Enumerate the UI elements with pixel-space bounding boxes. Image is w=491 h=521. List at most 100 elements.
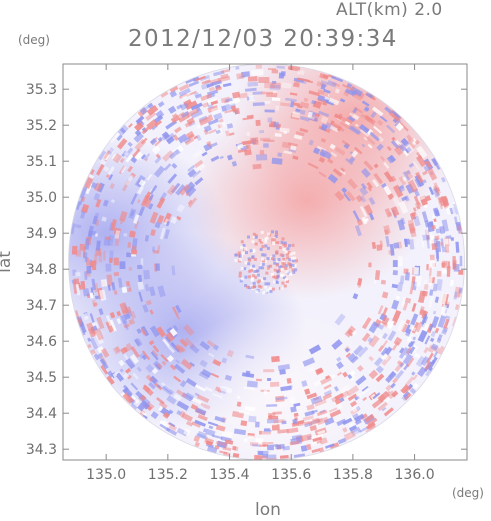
speckle	[195, 124, 201, 130]
center-speckle	[252, 235, 256, 239]
speckle	[110, 199, 115, 204]
center-speckle	[264, 289, 268, 293]
speckle	[266, 454, 277, 459]
speckle	[115, 372, 125, 382]
speckle	[205, 428, 216, 437]
speckle	[105, 173, 111, 179]
speckle	[196, 432, 208, 440]
speckle	[339, 98, 346, 103]
speckle	[412, 382, 419, 389]
speckle	[389, 243, 395, 256]
speckle	[405, 269, 409, 274]
speckle	[246, 144, 251, 150]
speckle	[365, 424, 377, 433]
speckle	[366, 417, 378, 427]
speckle	[334, 190, 345, 202]
speckle	[314, 113, 320, 118]
center-speckle	[263, 253, 267, 257]
speckle	[259, 441, 269, 445]
speckle	[193, 435, 201, 443]
speckle	[168, 422, 176, 428]
speckle	[434, 235, 440, 241]
speckle	[103, 250, 106, 261]
speckle	[145, 364, 155, 373]
center-speckle	[252, 281, 256, 285]
speckle	[247, 435, 255, 439]
speckle	[429, 254, 435, 261]
center-speckle	[288, 258, 292, 262]
speckle	[414, 139, 420, 145]
speckle	[392, 309, 402, 323]
speckle	[172, 324, 179, 332]
speckle	[376, 119, 384, 126]
speckle	[382, 340, 389, 347]
center-speckle	[286, 247, 290, 251]
speckle	[243, 386, 255, 391]
speckle	[163, 163, 172, 171]
speckle	[178, 87, 191, 97]
speckle	[360, 182, 367, 190]
y-tick-label: 35.0	[26, 190, 57, 206]
speckle	[154, 156, 162, 164]
speckle	[355, 405, 361, 411]
center-speckle	[294, 268, 298, 272]
speckle	[280, 385, 292, 392]
speckle	[402, 149, 410, 157]
speckle	[430, 343, 439, 351]
speckle	[164, 132, 176, 143]
center-speckle	[271, 238, 275, 242]
speckle	[436, 270, 442, 277]
speckle	[347, 430, 359, 438]
speckle	[145, 374, 154, 383]
speckle	[194, 93, 202, 99]
speckle	[293, 80, 300, 87]
center-speckle	[256, 269, 260, 273]
speckle	[349, 125, 362, 136]
center-speckle	[263, 277, 267, 281]
speckle	[415, 155, 427, 168]
center-speckle	[260, 238, 264, 242]
speckle	[233, 428, 247, 436]
center-speckle	[287, 262, 291, 266]
center-speckle	[280, 286, 284, 290]
speckle	[331, 395, 341, 403]
speckle	[422, 170, 428, 176]
speckle	[361, 167, 371, 178]
speckle	[161, 386, 173, 396]
speckle	[165, 220, 170, 227]
speckle	[386, 124, 396, 134]
speckle	[339, 121, 350, 129]
speckle	[137, 264, 143, 270]
speckle	[103, 165, 110, 173]
speckle	[361, 316, 372, 330]
speckle	[432, 187, 440, 198]
speckle	[329, 125, 340, 133]
speckle	[458, 287, 465, 294]
speckle	[79, 243, 86, 251]
speckle	[347, 115, 356, 123]
speckle	[173, 375, 182, 383]
speckle	[442, 328, 448, 333]
speckle	[121, 179, 131, 192]
speckle	[328, 97, 340, 106]
speckle	[328, 407, 338, 413]
speckle	[384, 346, 393, 356]
speckle	[368, 335, 380, 348]
speckle	[93, 353, 100, 361]
speckle	[315, 368, 324, 376]
speckle	[160, 353, 169, 363]
y-tick-label: 34.7	[26, 298, 57, 314]
speckle	[226, 349, 235, 358]
speckle	[197, 431, 208, 439]
speckle	[424, 335, 431, 345]
speckle	[243, 438, 248, 443]
speckle	[412, 160, 420, 171]
speckle	[391, 283, 399, 289]
speckle	[157, 101, 165, 108]
speckle	[309, 425, 318, 432]
speckle	[181, 92, 192, 100]
speckle	[345, 116, 354, 124]
speckle	[372, 178, 380, 188]
speckle	[388, 371, 396, 379]
speckle	[137, 281, 145, 291]
